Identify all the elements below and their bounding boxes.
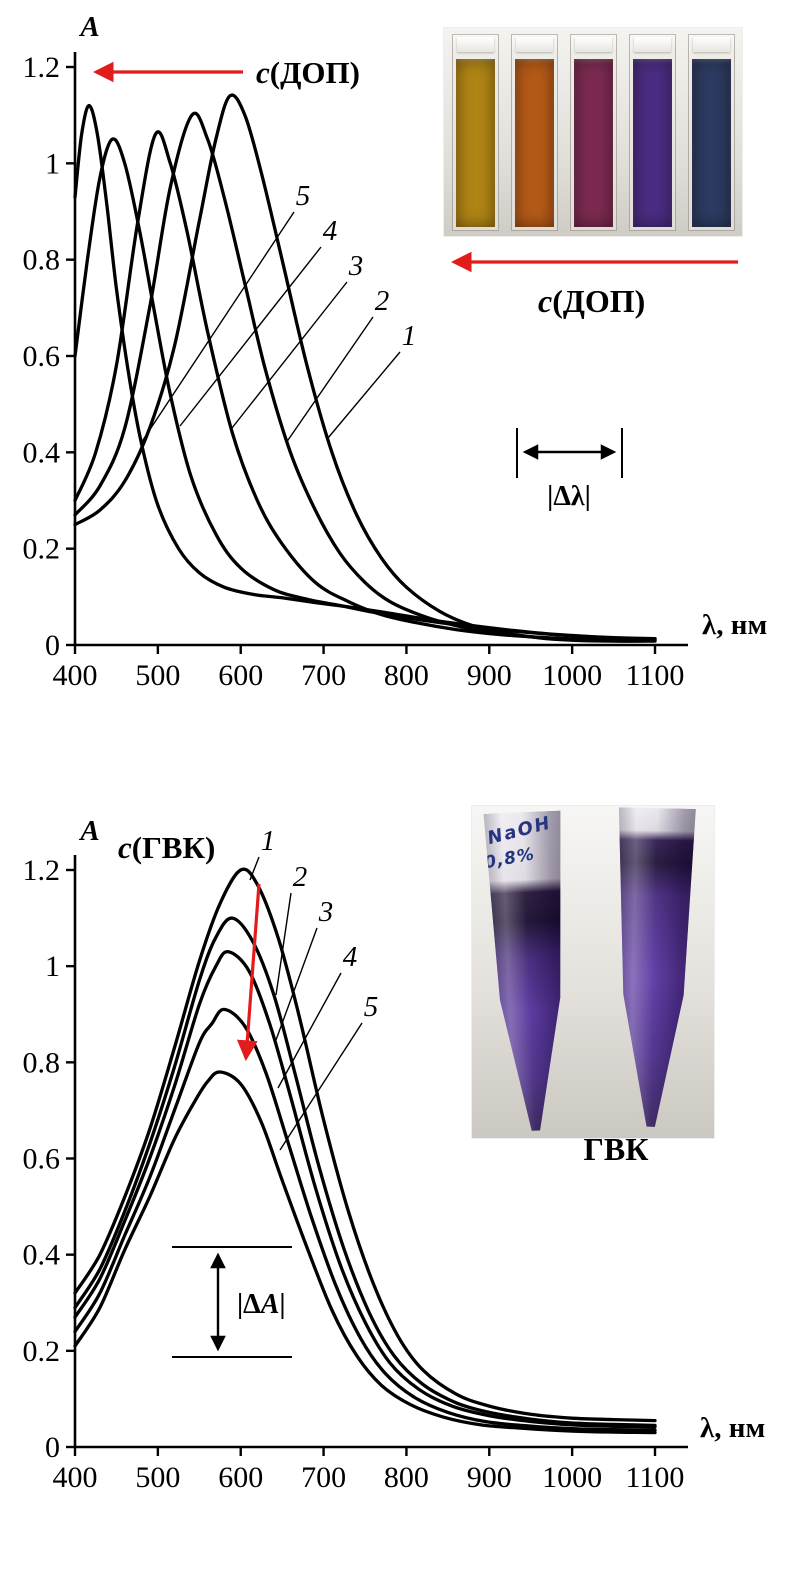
y-tick-label: 0.4 xyxy=(23,1239,61,1272)
x-tick-label: 900 xyxy=(467,659,512,692)
curve-label-leader xyxy=(285,316,374,444)
x-tick-label: 400 xyxy=(53,659,98,692)
y-tick-label: 0.6 xyxy=(23,1143,61,1176)
x-tick-label: 600 xyxy=(218,1461,263,1494)
spectra-panel-1: 400 500 600 700 800 900 1000 1100 0 0.2 0.4 0.6 0.8 1… xyxy=(23,11,768,692)
curve-label-leader xyxy=(249,856,260,881)
cuvette xyxy=(569,34,617,231)
spectrum-curve-5 xyxy=(73,1070,657,1435)
y-tick-label: 0.4 xyxy=(23,436,61,469)
curve-number-label: 4 xyxy=(343,941,358,973)
tube-photo-inset: NaOH 0,8% xyxy=(472,806,714,1138)
cuvette-photo-inset xyxy=(444,28,742,236)
x-tick-label: 500 xyxy=(135,1461,180,1494)
y-tick-label: 0.8 xyxy=(23,1046,61,1079)
x-tick-label: 600 xyxy=(218,659,263,692)
curve-number-label: 3 xyxy=(318,896,334,928)
x-tick-label: 800 xyxy=(384,659,429,692)
curve-number-label: 1 xyxy=(261,825,276,857)
cuvette-liquid xyxy=(691,59,731,227)
x-tick-label: 1000 xyxy=(542,659,602,692)
cuvette xyxy=(628,34,676,231)
curve-label-leader xyxy=(327,351,401,439)
x-tick-label: 1000 xyxy=(542,1461,602,1494)
cuvette xyxy=(687,34,735,231)
y-tick-label: 0.6 xyxy=(23,340,61,373)
tube-sample xyxy=(599,807,710,1131)
spectrum-curve-5 xyxy=(73,103,657,641)
y-tick-label: 0.2 xyxy=(23,533,61,566)
curve-number-label: 2 xyxy=(293,861,308,893)
y-axis-title: A xyxy=(78,815,99,847)
x-tick-label: 700 xyxy=(301,1461,346,1494)
x-tick-label: 900 xyxy=(467,1461,512,1494)
curve-number-label: 5 xyxy=(364,991,379,1023)
y-tick-label: 1 xyxy=(45,950,60,983)
curve-label-leader xyxy=(275,892,292,996)
curve-number-label: 1 xyxy=(402,320,417,352)
curve-label-leader xyxy=(275,927,318,1041)
curve-label-leader xyxy=(277,972,342,1089)
cuvette-row xyxy=(451,34,735,231)
y-tick-label: 1.2 xyxy=(23,51,61,84)
x-tick-label: 800 xyxy=(384,1461,429,1494)
concentration-direction-arrow xyxy=(236,883,261,1062)
x-tick-label: 700 xyxy=(301,659,346,692)
delta-label: |ΔA| xyxy=(237,1289,286,1320)
cuvette xyxy=(510,34,558,231)
concentration-label: c(ГВК) xyxy=(118,830,215,865)
spectra-panel-2: 400 500 600 700 800 900 1000 1100 0 0.2 0.4 0.6 0.8 1… xyxy=(23,815,766,1494)
x-tick-label: 1100 xyxy=(626,1461,685,1494)
spectrum-curve-4 xyxy=(73,1007,657,1432)
y-tick-label: 0 xyxy=(45,629,60,662)
x-axis-title: λ, нм xyxy=(702,609,767,641)
x-tick-label: 500 xyxy=(135,659,180,692)
x-tick-label: 1100 xyxy=(626,659,685,692)
y-tick-label: 0.2 xyxy=(23,1335,61,1368)
y-tick-label: 0.8 xyxy=(23,244,61,277)
delta-label: |Δλ| xyxy=(547,481,591,512)
tube-with-label: NaOH 0,8% xyxy=(470,810,588,1136)
y-tick-label: 1.2 xyxy=(23,854,61,887)
curve-label-leader xyxy=(231,281,348,429)
y-axis-title: A xyxy=(78,11,99,43)
cuvette xyxy=(451,34,499,231)
spectrum-curve-1 xyxy=(73,867,657,1423)
cuvette-liquid xyxy=(632,59,672,227)
curve-number-label: 2 xyxy=(375,285,390,317)
curve-label-leader xyxy=(140,211,295,444)
curve-label-leader xyxy=(179,246,322,427)
y-tick-label: 1 xyxy=(45,147,60,180)
cuvette-liquid xyxy=(514,59,554,227)
x-axis-title: λ, нм xyxy=(700,1412,765,1444)
y-tick-label: 0 xyxy=(45,1431,60,1464)
spectrum-curve-2 xyxy=(73,916,657,1428)
curve-number-label: 5 xyxy=(296,180,311,212)
curve-label-leader xyxy=(279,1022,363,1151)
tube-handwriting-line1: NaOH xyxy=(485,812,554,850)
cuvette-liquid xyxy=(573,59,613,227)
cuvette-liquid xyxy=(455,59,495,227)
curve-number-label: 4 xyxy=(323,215,338,247)
concentration-label: c(ДОП) xyxy=(538,283,645,319)
concentration-label: c(ДОП) xyxy=(256,55,360,90)
x-tick-label: 400 xyxy=(53,1461,98,1494)
curve-number-label: 3 xyxy=(348,250,364,282)
